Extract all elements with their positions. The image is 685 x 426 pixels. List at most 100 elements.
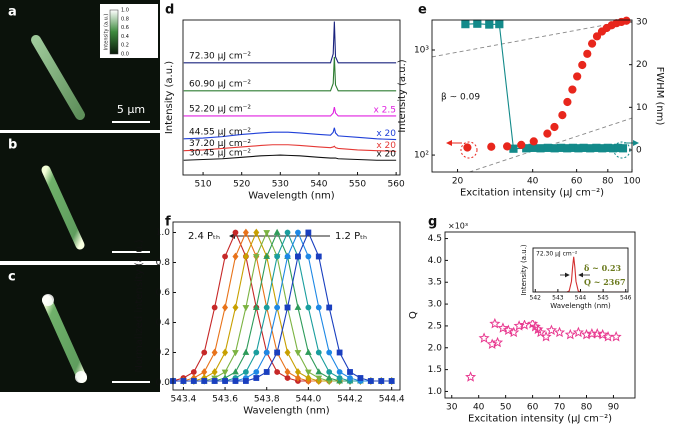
marker (252, 303, 260, 310)
marker (315, 368, 323, 375)
marker (378, 378, 385, 384)
y-axis-title: Normalized intensity (a.u.) (134, 239, 145, 372)
marker (564, 328, 576, 340)
marker (502, 324, 514, 335)
marker (263, 349, 270, 356)
marker (536, 144, 545, 153)
marker (232, 368, 239, 375)
series-label: 44.55 μJ cm⁻² (189, 127, 251, 137)
y-tick-label: 4.0 (428, 256, 443, 266)
x-tick-label: 540 (310, 180, 327, 190)
marker (465, 371, 477, 382)
x-tick-label: 543.8 (254, 395, 280, 405)
marker (326, 349, 333, 356)
y-tick-label: 2.5 (428, 321, 442, 331)
y2-tick-label: 20 (636, 60, 648, 70)
colorbar-tick-label: 0.4 (121, 34, 129, 40)
marker (252, 254, 260, 261)
x-tick-label: 90 (608, 403, 620, 413)
series-line (173, 231, 392, 382)
marker (580, 328, 593, 340)
marker (180, 378, 187, 384)
scale-label: x 20 (376, 141, 396, 151)
marker (543, 143, 552, 152)
y-tick-label: 1.0 (156, 228, 171, 238)
colorbar-box (100, 4, 158, 58)
marker (622, 16, 631, 25)
series-line (173, 231, 392, 382)
x-tick-label: 510 (194, 180, 211, 190)
x-tick-label: 60 (571, 177, 583, 187)
x-tick-label: 30 (446, 403, 458, 413)
marker (242, 378, 249, 384)
x-tick-label: 20 (452, 177, 464, 187)
y-tick-label: 2.0 (428, 343, 443, 353)
x-tick-label: 560 (388, 180, 405, 190)
series-label: 52.20 μJ cm⁻² (189, 104, 251, 114)
marker (221, 369, 229, 376)
x-tick-label: 543 (552, 295, 564, 302)
marker (294, 350, 302, 357)
x-tick-label: 530 (272, 180, 289, 190)
y2-tick-label: 10 (636, 103, 648, 113)
marker (336, 349, 343, 356)
y-tick-label: 0.2 (156, 348, 170, 358)
marker (284, 229, 291, 236)
marker (232, 303, 239, 312)
marker (508, 326, 520, 338)
series-line (173, 231, 392, 382)
marker (222, 348, 229, 357)
y-tick-label: 0.0 (156, 378, 171, 388)
marker (597, 328, 609, 340)
y-tick-label: 3.0 (428, 300, 443, 310)
y2-tick-label: 30 (636, 18, 648, 28)
scale-label: x 20 (376, 129, 396, 139)
marker (489, 317, 501, 329)
marker (478, 332, 490, 343)
marker (573, 72, 582, 81)
marker (190, 378, 197, 384)
y-tick-label: 10² (414, 151, 429, 161)
x-tick-label: 100 (623, 177, 640, 187)
marker (284, 368, 291, 376)
marker (485, 20, 494, 29)
series-label: 60.90 μJ cm⁻² (189, 79, 251, 89)
scale-label: x 20 (376, 150, 396, 160)
marker (473, 19, 482, 28)
marker (253, 375, 260, 381)
marker (517, 140, 526, 149)
panel-label: d (165, 3, 174, 18)
marker (305, 304, 312, 311)
marker (558, 111, 567, 120)
marker (487, 142, 496, 151)
x-tick-label: 40 (473, 403, 485, 413)
x-axis-title: Excitation intensity (μJ cm⁻²) (460, 188, 604, 199)
x-tick-label: 545 (597, 295, 609, 302)
marker (583, 49, 592, 58)
marker (554, 326, 566, 338)
marker (274, 253, 281, 260)
y-axis-title: Intensity (a.u.) (397, 59, 408, 132)
marker (578, 60, 587, 70)
colorbar-tick-label: 0.8 (121, 16, 129, 22)
marker (518, 319, 531, 330)
marker (357, 375, 364, 381)
marker (495, 20, 504, 29)
scale-bar-label: 5 μm (117, 103, 145, 116)
marker (201, 349, 208, 356)
series-label: 72.30 μJ cm⁻² (189, 51, 251, 61)
bright-end (75, 371, 87, 383)
fit-line (432, 20, 632, 58)
series-line (183, 144, 397, 152)
marker (232, 378, 239, 384)
y2-tick-label: 0 (636, 145, 642, 155)
colorbar-tick-label: 0.0 (121, 52, 129, 58)
panel-label: f (165, 215, 171, 230)
marker (294, 303, 302, 310)
marker (295, 229, 301, 236)
series-line (173, 231, 392, 382)
plot-frame (431, 19, 633, 173)
marker (273, 228, 281, 235)
plot-area (173, 231, 392, 382)
marker (263, 252, 271, 259)
